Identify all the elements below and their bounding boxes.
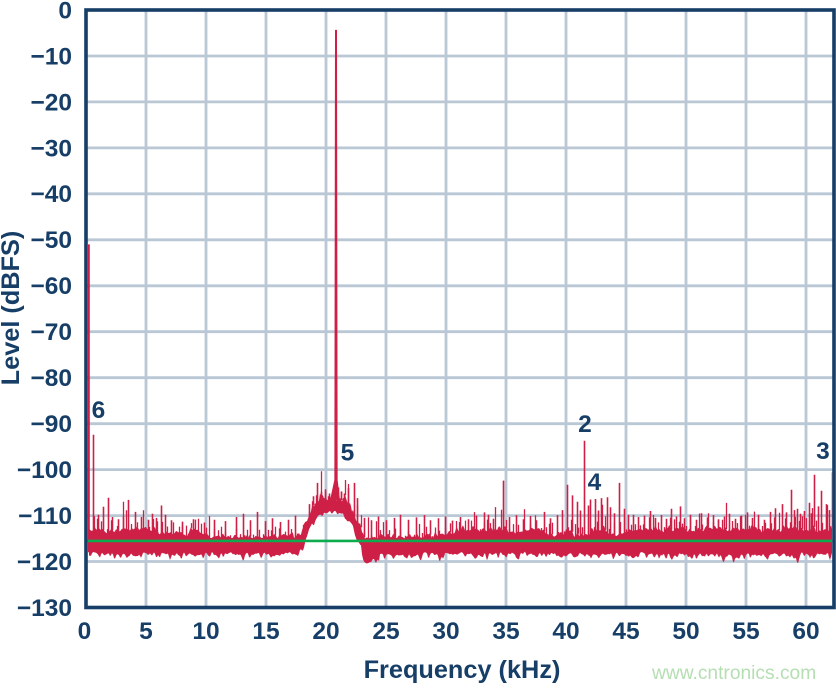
svg-text:35: 35 (492, 618, 519, 645)
svg-text:−110: −110 (18, 503, 72, 530)
svg-text:0: 0 (78, 618, 92, 645)
svg-text:5: 5 (139, 618, 153, 645)
svg-text:−120: −120 (17, 549, 72, 576)
svg-text:30: 30 (432, 618, 459, 645)
svg-text:0: 0 (58, 0, 72, 24)
svg-text:Frequency (kHz): Frequency (kHz) (364, 656, 561, 684)
svg-text:10: 10 (192, 618, 219, 645)
svg-text:3: 3 (816, 438, 830, 465)
svg-text:50: 50 (672, 618, 699, 645)
svg-text:60: 60 (792, 618, 819, 645)
svg-text:−20: −20 (30, 89, 72, 116)
svg-text:−70: −70 (30, 319, 72, 346)
svg-text:−80: −80 (30, 365, 72, 392)
svg-text:−30: −30 (30, 135, 72, 162)
svg-text:6: 6 (92, 397, 106, 424)
svg-text:www.cntronics.com: www.cntronics.com (651, 663, 816, 684)
svg-text:2: 2 (578, 411, 592, 438)
svg-text:20: 20 (312, 618, 339, 645)
svg-text:40: 40 (552, 618, 579, 645)
svg-text:−60: −60 (30, 273, 72, 300)
svg-text:−40: −40 (30, 181, 72, 208)
svg-text:−100: −100 (17, 457, 72, 484)
svg-text:45: 45 (612, 618, 639, 645)
svg-text:55: 55 (732, 618, 759, 645)
svg-text:−50: −50 (30, 227, 72, 254)
svg-text:Level (dBFS): Level (dBFS) (0, 231, 25, 386)
svg-text:−130: −130 (17, 595, 72, 622)
svg-text:−90: −90 (30, 411, 72, 438)
svg-text:5: 5 (341, 439, 355, 466)
svg-text:−10: −10 (30, 43, 72, 70)
svg-text:4: 4 (588, 469, 602, 496)
svg-text:25: 25 (372, 618, 399, 645)
svg-text:15: 15 (252, 618, 279, 645)
